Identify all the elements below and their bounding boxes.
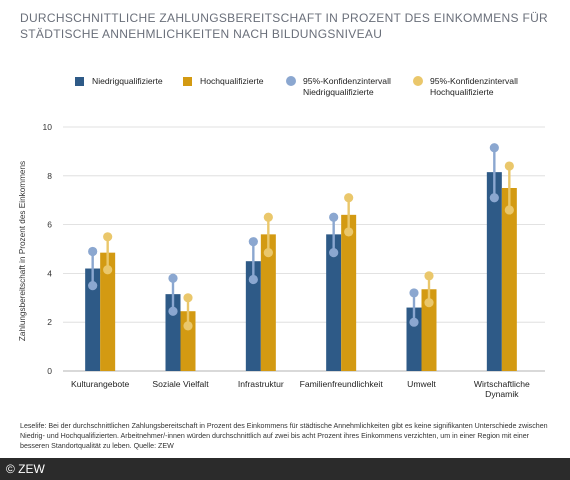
- legend-label: Niedrigqualifizierte: [92, 76, 163, 86]
- bar: [501, 188, 517, 371]
- x-tick-label: Soziale Vielfalt: [152, 379, 209, 389]
- ci-lower-point: [168, 306, 178, 316]
- ci-upper-point: [168, 273, 178, 283]
- chart-caption: Leselife: Bei der durchschnittlichen Zah…: [20, 422, 548, 450]
- y-tick-label: 8: [47, 171, 52, 181]
- legend-swatch: [75, 77, 84, 86]
- ci-upper-point: [263, 212, 273, 222]
- ci-upper-point: [183, 293, 193, 303]
- bar: [326, 234, 342, 371]
- ci-upper-point: [248, 237, 258, 247]
- bar: [486, 172, 502, 371]
- ci-upper-point: [344, 193, 354, 203]
- ci-upper-point: [88, 246, 98, 257]
- legend-label: 95%-Konfidenzintervall Niedrigqualifizier…: [303, 76, 391, 97]
- bar: [245, 261, 261, 371]
- ci-upper-point: [329, 212, 339, 222]
- copyright-text: © ZEW: [6, 462, 45, 476]
- legend-label: 95%-Konfidenzintervall Hochqualifizierte: [430, 76, 518, 97]
- legend-swatch: [183, 77, 192, 86]
- ci-lower-point: [103, 265, 113, 275]
- bar: [85, 268, 101, 371]
- ci-lower-point: [504, 205, 514, 215]
- ci-lower-point: [489, 193, 499, 203]
- ci-lower-point: [409, 317, 419, 327]
- y-tick-label: 10: [43, 122, 53, 132]
- bar-chart: 0 2 4 6 8 10 Zahlungsbereitschaft in Prozent d…: [18, 122, 545, 399]
- x-tick-label: Umwelt: [407, 379, 436, 389]
- x-tick-label: Kulturangebote: [71, 379, 130, 389]
- bar: [421, 289, 437, 371]
- y-tick-label: 2: [47, 317, 52, 327]
- legend: Niedrigqualifizierte Hochqualifizierte 9…: [0, 76, 570, 106]
- x-tick-label: Wirtschaftliche: [474, 379, 530, 389]
- ci-upper-point: [489, 143, 499, 153]
- y-tick-label: 6: [47, 220, 52, 230]
- x-tick-label: Familienfreundlichkeit: [300, 379, 384, 389]
- y-tick-label: 4: [47, 268, 52, 278]
- ci-lower-point: [424, 298, 434, 308]
- footer-bar: © ZEW: [0, 458, 570, 480]
- bar: [260, 234, 276, 371]
- legend-label: Hochqualifizierte: [200, 76, 264, 86]
- bar: [100, 252, 116, 371]
- ci-lower-point: [329, 248, 339, 258]
- y-tick-label: 0: [47, 366, 52, 376]
- chart-title: DURCHSCHNITTLICHE ZAHLUNGSBEREITSCHAFT I…: [20, 11, 549, 41]
- ci-upper-point: [424, 271, 434, 281]
- x-tick-label: Dynamik: [485, 389, 519, 399]
- ci-upper-point: [103, 232, 113, 242]
- ci-lower-point: [183, 321, 193, 331]
- ci-lower-point: [248, 274, 258, 285]
- bar: [341, 214, 357, 371]
- y-axis-label: Zahlungsbereitschaft in Prozent des Eink…: [18, 161, 27, 341]
- ci-lower-point: [344, 227, 354, 237]
- ci-upper-point: [409, 288, 419, 298]
- ci-upper-point: [504, 161, 514, 171]
- legend-dot: [413, 76, 423, 86]
- legend-dot: [286, 76, 296, 86]
- ci-lower-point: [88, 281, 98, 291]
- ci-lower-point: [263, 248, 273, 258]
- x-tick-label: Infrastruktur: [238, 379, 284, 389]
